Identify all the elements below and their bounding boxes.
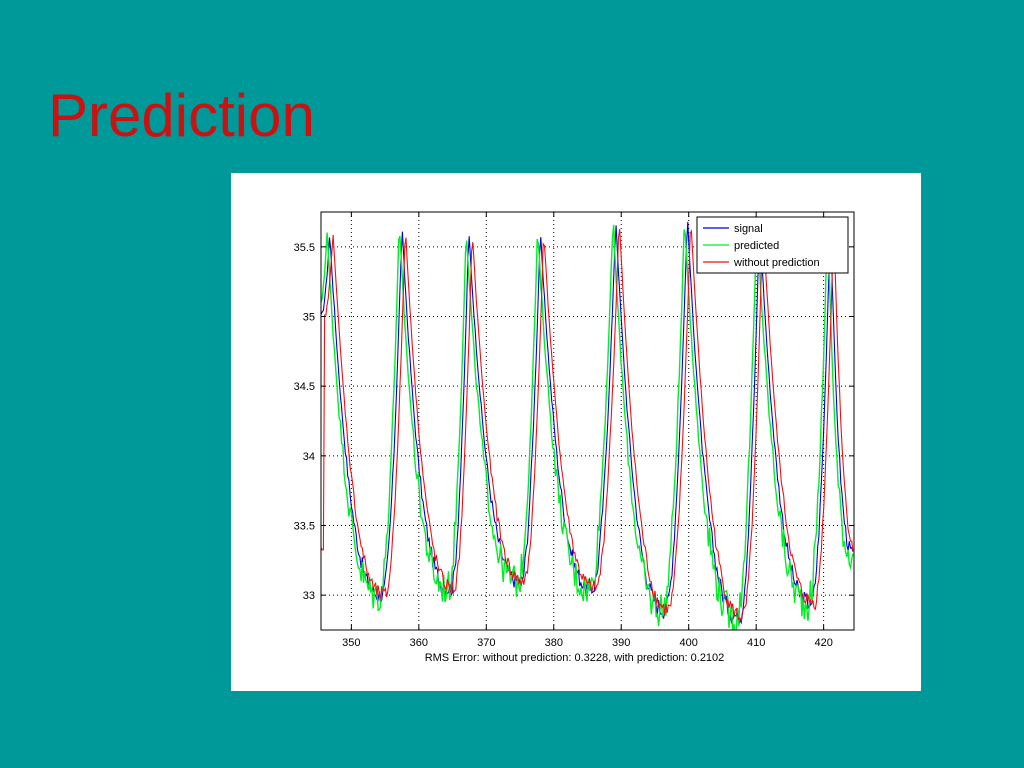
x-tick-label: 360 (410, 637, 428, 649)
x-tick-label: 410 (747, 637, 765, 649)
y-tick-label: 33.5 (294, 521, 315, 533)
legend-label-predicted: predicted (734, 240, 779, 252)
x-tick-label: 370 (477, 637, 495, 649)
slide-title: Prediction (48, 82, 315, 149)
legend-label-without-prediction: without prediction (733, 257, 820, 269)
x-tick-label: 380 (545, 637, 563, 649)
y-tick-label: 35.5 (294, 242, 315, 254)
y-tick-label: 33 (303, 590, 315, 602)
chart-figure: 350 360 370 380 390 400 410 420 33 33.5 34 34.5 35 35… (231, 173, 921, 691)
line-chart: 350 360 370 380 390 400 410 420 33 33.5 34 34.5 35 35… (294, 211, 855, 664)
x-axis-label: RMS Error: without prediction: 0.3228, w… (425, 652, 725, 664)
plot-frame (320, 211, 855, 631)
y-tick-label: 35 (303, 312, 315, 324)
x-tick-label: 420 (814, 637, 832, 649)
series-line-signal (321, 221, 854, 626)
y-tick-label: 34 (303, 451, 315, 463)
x-tick-label: 400 (680, 637, 698, 649)
x-tick-label: 390 (612, 637, 630, 649)
legend-label-signal: signal (734, 223, 763, 235)
y-tick-label: 34.5 (294, 381, 315, 393)
x-tick-label: 350 (342, 637, 360, 649)
series-line-predicted (321, 219, 854, 630)
